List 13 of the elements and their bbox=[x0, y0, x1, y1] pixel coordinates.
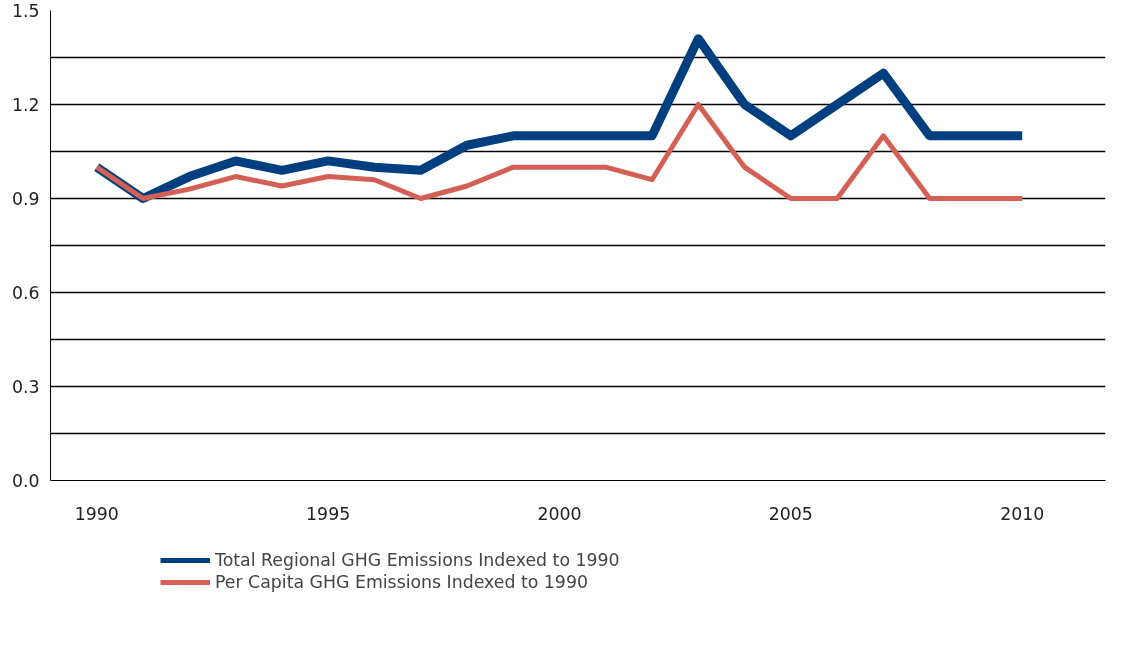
legend-label: Per Capita GHG Emissions Indexed to 1990 bbox=[215, 572, 588, 592]
y-tick-label: 0.3 bbox=[11, 377, 40, 397]
y-tick-label: 0.0 bbox=[11, 471, 40, 491]
y-tick-label: 1.2 bbox=[11, 95, 40, 115]
x-tick-label: 1990 bbox=[74, 503, 119, 524]
y-tick-label: 0.9 bbox=[11, 189, 40, 209]
x-tick-label: 2000 bbox=[537, 503, 582, 524]
y-tick-label: 0.6 bbox=[11, 283, 40, 303]
x-tick-label: 2005 bbox=[768, 503, 813, 524]
legend-label: Total Regional GHG Emissions Indexed to 1990 bbox=[215, 550, 620, 570]
x-tick-label: 2010 bbox=[1000, 503, 1045, 524]
y-tick-label: 1.5 bbox=[11, 1, 40, 21]
x-tick-label: 1995 bbox=[306, 503, 351, 524]
